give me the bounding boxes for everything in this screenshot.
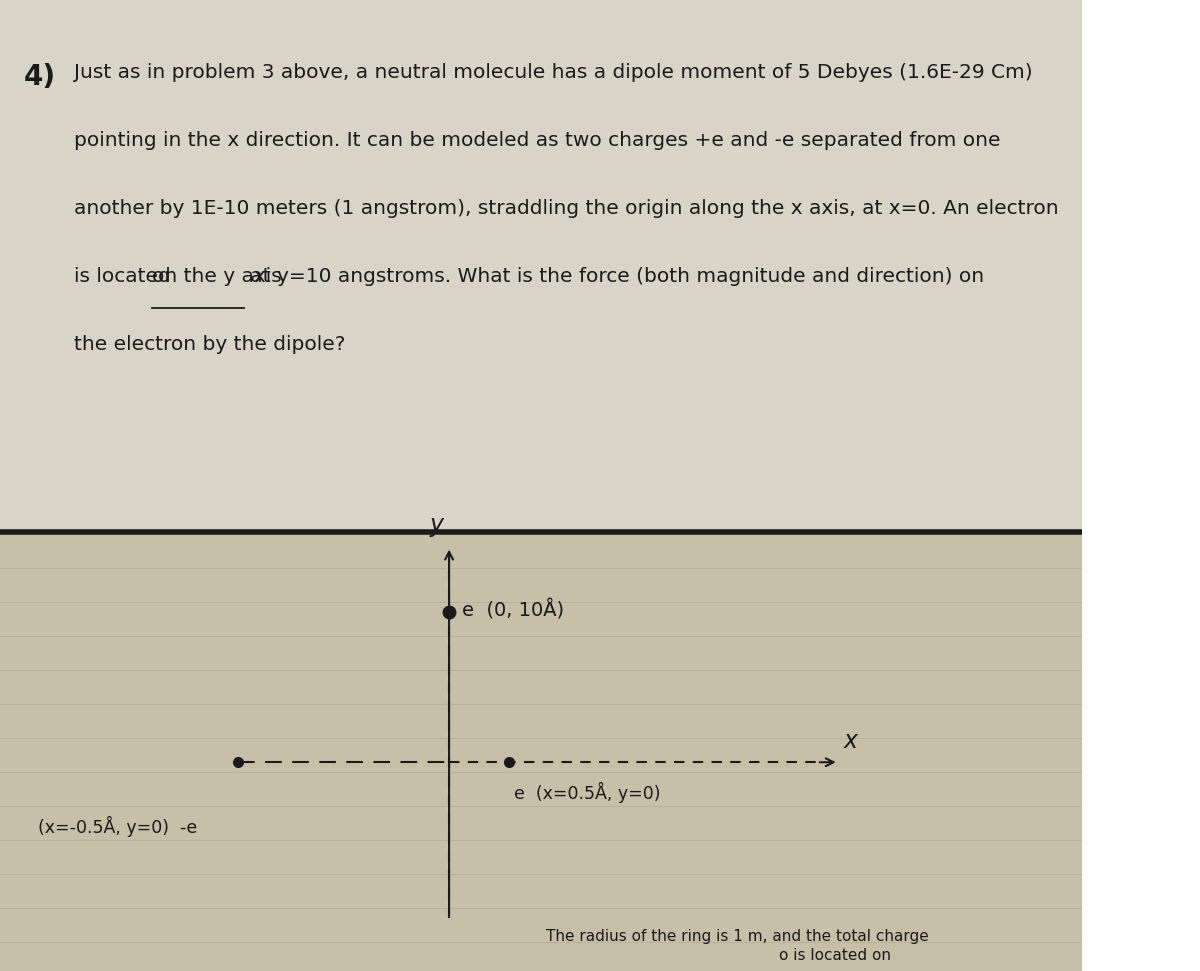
Text: another by 1E-10 meters (1 angstrom), straddling the origin along the x axis, at: another by 1E-10 meters (1 angstrom), st… — [73, 199, 1058, 218]
Text: The radius of the ring is 1 m, and the total charge: The radius of the ring is 1 m, and the t… — [546, 929, 929, 944]
Text: e  (0, 10Å): e (0, 10Å) — [462, 599, 564, 620]
Text: o is located on: o is located on — [779, 949, 892, 963]
Text: y: y — [430, 513, 443, 537]
Text: is located: is located — [73, 267, 176, 286]
Text: Just as in problem 3 above, a neutral molecule has a dipole moment of 5 Debyes (: Just as in problem 3 above, a neutral mo… — [73, 63, 1032, 83]
Bar — [0, 534, 1082, 971]
Bar — [0, 0, 1082, 534]
Text: 4): 4) — [24, 63, 56, 91]
Text: pointing in the x direction. It can be modeled as two charges +e and -e separate: pointing in the x direction. It can be m… — [73, 131, 1000, 151]
Text: on the y axis: on the y axis — [151, 267, 281, 286]
Text: at y=10 angstroms. What is the force (both magnitude and direction) on: at y=10 angstroms. What is the force (bo… — [244, 267, 984, 286]
Text: x: x — [844, 728, 858, 753]
Text: e  (x=0.5Å, y=0): e (x=0.5Å, y=0) — [514, 782, 660, 803]
Text: the electron by the dipole?: the electron by the dipole? — [73, 335, 344, 354]
Text: (x=-0.5Å, y=0)  -e: (x=-0.5Å, y=0) -e — [38, 816, 197, 837]
